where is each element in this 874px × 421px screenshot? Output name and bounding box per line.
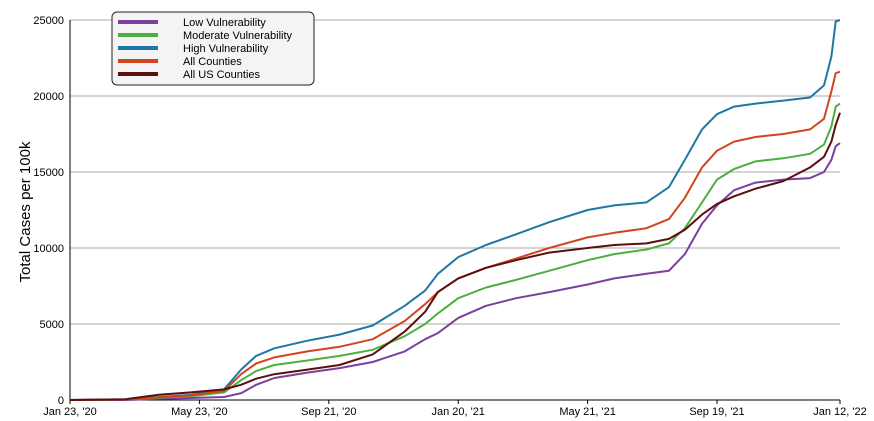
y-tick-label: 5000 <box>40 319 64 331</box>
legend-box <box>111 11 315 86</box>
y-axis-title: Total Cases per 100k <box>17 141 34 282</box>
y-tick-label: 15000 <box>33 167 64 179</box>
y-tick-labels: 0 5000 10000 15000 20000 25000 <box>33 15 64 407</box>
y-tick-label: 25000 <box>33 15 64 27</box>
series-line-2 <box>69 19 841 401</box>
x-tick-label: Sep 19, '21 <box>689 406 744 418</box>
legend-label: All US Counties <box>183 69 261 81</box>
x-tick-label: May 21, '21 <box>559 406 616 418</box>
legend-label: Moderate Vulnerability <box>183 30 293 42</box>
series-line-0 <box>70 142 841 401</box>
x-tick-label: Jan 12, '22 <box>813 406 866 418</box>
legend-label: Low Vulnerability <box>183 17 266 29</box>
x-tick-labels: Jan 23, '20 May 23, '20 Sep 21, '20 Jan 20,… <box>43 406 866 418</box>
x-tick-label: Jan 23, '20 <box>43 406 96 418</box>
y-tick-label: 20000 <box>33 91 64 103</box>
y-tick-label: 0 <box>58 395 64 407</box>
series-lines <box>69 19 841 401</box>
x-tick-label: Sep 21, '20 <box>301 406 356 418</box>
series-line-4 <box>69 112 841 401</box>
legend-label: High Vulnerability <box>183 43 269 55</box>
x-tick-label: Jan 20, '21 <box>431 406 484 418</box>
series-line-1 <box>69 102 841 401</box>
axes <box>69 20 841 404</box>
y-tick-label: 10000 <box>33 243 64 255</box>
x-tick-label: May 23, '20 <box>171 406 228 418</box>
series-line-3 <box>69 70 841 401</box>
legend-label: All Counties <box>183 56 242 68</box>
